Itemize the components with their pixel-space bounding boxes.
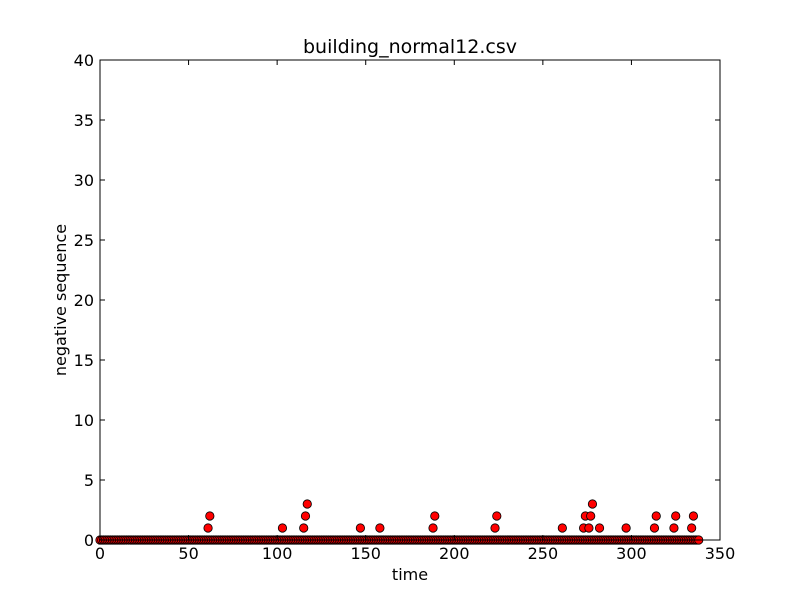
plot-area — [100, 60, 720, 540]
data-point — [490, 523, 500, 533]
x-tick-label: 250 — [528, 544, 559, 563]
data-point — [688, 511, 699, 521]
data-point — [355, 523, 365, 533]
data-point — [299, 523, 309, 533]
y-tick-label: 30 — [74, 171, 94, 190]
y-tick-label: 35 — [74, 111, 94, 130]
x-tick-label: 150 — [350, 544, 381, 563]
x-tick-label: 0 — [95, 544, 105, 563]
y-tick-label: 20 — [74, 291, 94, 310]
data-point — [430, 511, 440, 521]
x-tick-label: 50 — [178, 544, 198, 563]
data-point — [557, 523, 567, 533]
data-point — [621, 523, 631, 533]
x-axis-ticks: 0 50 100 150 200 250 300 350 — [95, 60, 735, 563]
x-tick-label: 300 — [616, 544, 647, 563]
x-tick-label: 350 — [705, 544, 736, 563]
x-tick-label: 100 — [262, 544, 293, 563]
data-point — [205, 511, 215, 521]
data-point — [584, 523, 594, 533]
y-tick-label: 10 — [74, 411, 94, 430]
data-point — [300, 511, 311, 521]
data-point — [277, 523, 288, 533]
y-tick-label: 25 — [74, 231, 94, 250]
data-point — [687, 523, 697, 533]
data-point — [671, 511, 681, 521]
chart-title: building_normal12.csv — [303, 36, 517, 58]
data-point — [586, 511, 596, 521]
x-axis-label: time — [392, 565, 428, 584]
y-tick-label: 0 — [84, 531, 94, 550]
y-axis-ticks: 0 5 10 15 20 25 30 35 40 — [74, 51, 720, 550]
data-point — [651, 511, 661, 521]
data-point — [302, 499, 312, 509]
data-point — [203, 523, 213, 533]
data-point — [375, 523, 385, 533]
data-point — [492, 511, 502, 521]
data-point — [587, 499, 598, 509]
y-tick-label: 15 — [74, 351, 94, 370]
y-tick-label: 40 — [74, 51, 94, 70]
data-point — [428, 523, 438, 533]
data-point — [594, 523, 605, 533]
y-tick-label: 5 — [84, 471, 94, 490]
data-point — [669, 523, 679, 533]
y-axis-label: negative sequence — [51, 224, 70, 376]
data-point — [649, 523, 660, 533]
x-tick-label: 200 — [439, 544, 470, 563]
